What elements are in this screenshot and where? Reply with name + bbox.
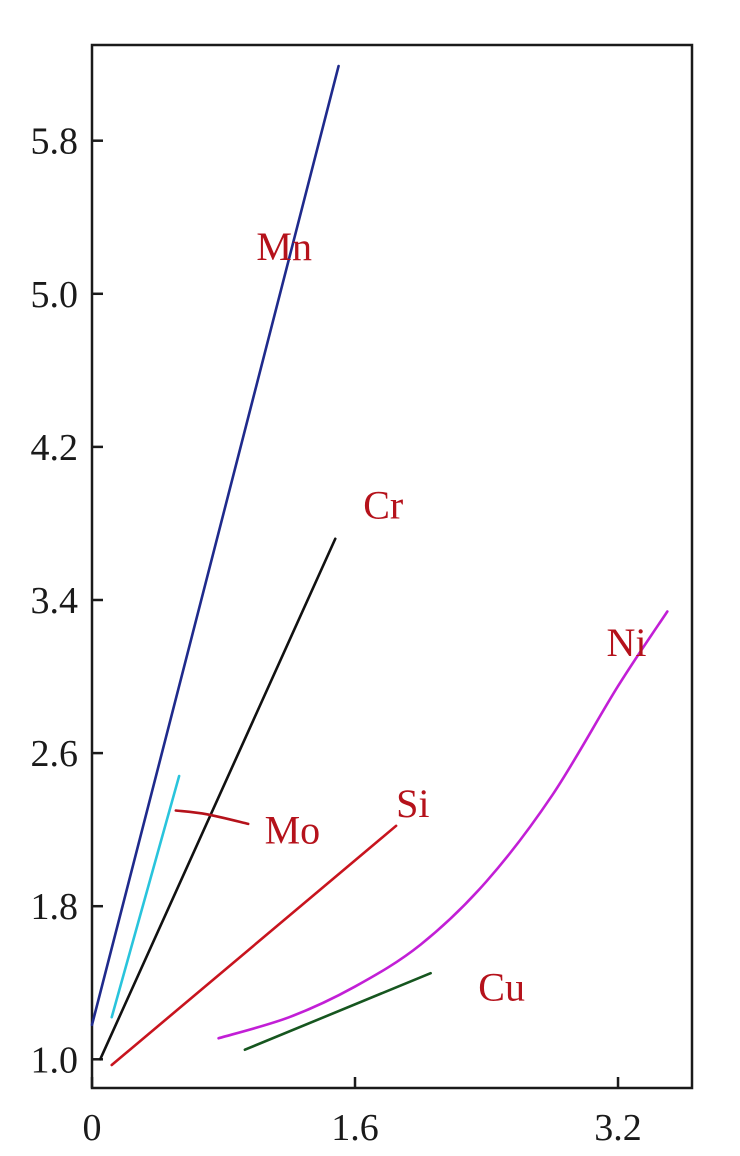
series-label-mo: Mo [265,808,321,853]
x-axis-ticks: 0 1.6 3.2 [83,1077,642,1149]
series-line-mn [90,64,340,1027]
y-tick-label: 1.8 [31,886,79,928]
y-tick-label: 1.0 [31,1039,79,1081]
series-line-cu [243,971,432,1052]
series-label-si: Si [396,781,429,826]
x-tick-label: 1.6 [331,1107,379,1149]
series-label-cu: Cu [478,965,525,1010]
y-tick-label: 2.6 [31,733,79,775]
plot-frame [90,43,694,1090]
series-lines [90,64,669,1067]
series-label-ni: Ni [607,620,647,665]
y-tick-label: 5.0 [31,274,79,316]
series-labels: Mn Cr Mo Si Ni Cu [256,224,646,1010]
series-line-mo [110,774,181,1019]
y-axis-ticks: 1.0 1.8 2.6 3.4 4.2 5.0 5.8 [31,121,103,1081]
x-tick-label: 3.2 [594,1107,642,1149]
y-tick-label: 3.4 [31,580,79,622]
series-line-cr [98,537,337,1061]
series-line-si [110,824,398,1067]
y-tick-label: 4.2 [31,427,79,469]
series-label-cr: Cr [363,482,403,527]
y-tick-label: 5.8 [31,121,79,163]
x-tick-label: 0 [83,1107,102,1149]
series-label-mn: Mn [256,224,312,269]
series-line-ni [217,610,669,1040]
leader-line-mo [174,809,250,826]
